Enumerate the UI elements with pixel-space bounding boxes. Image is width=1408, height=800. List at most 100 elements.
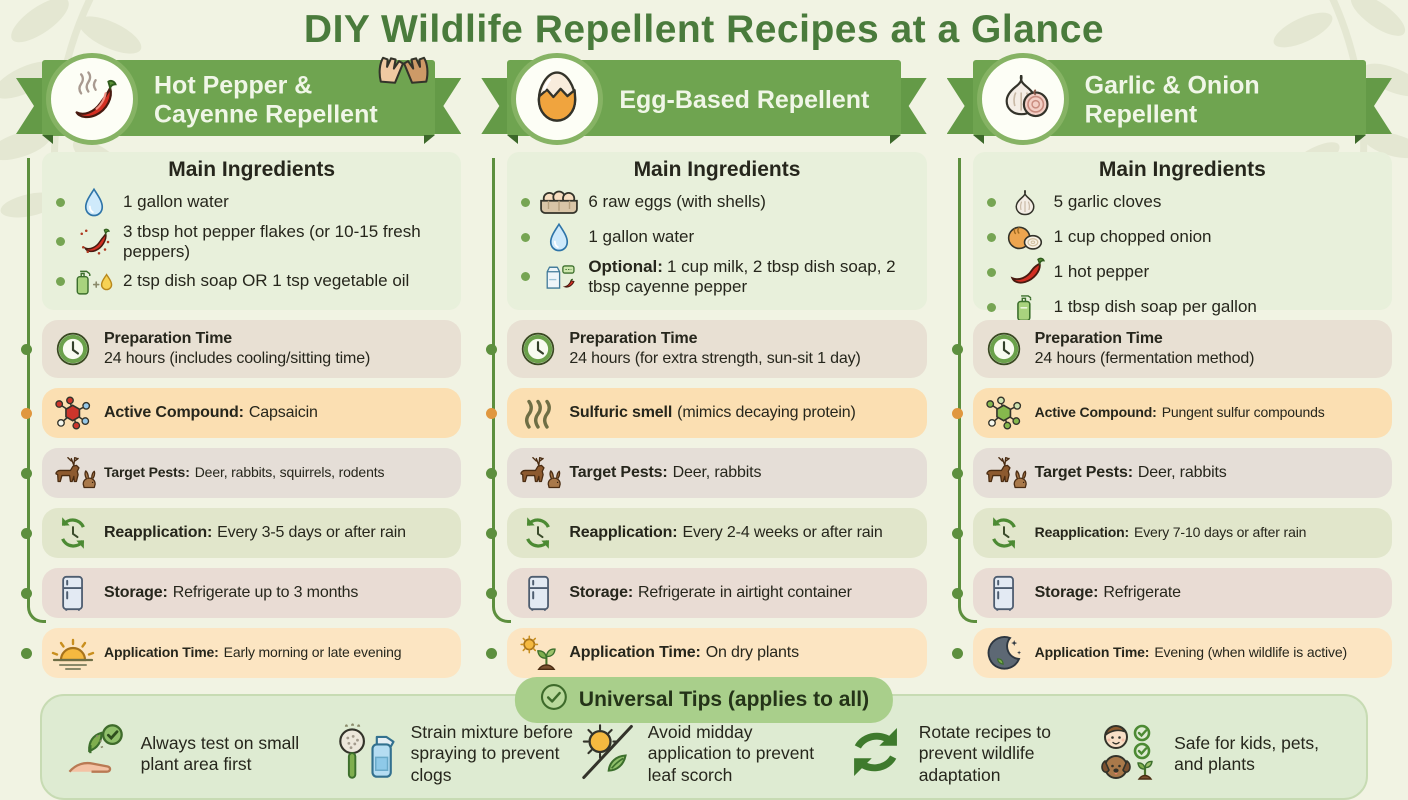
- preparation-time-row: Preparation Time 24 hours (includes cooli…: [20, 320, 462, 378]
- recipe-header-ribbon: Hot Pepper & Cayenne Repellent: [16, 53, 461, 145]
- bullet-icon: [521, 272, 531, 282]
- strainer-spray-icon: [336, 722, 398, 786]
- ingredients-panel: Main Ingredients 1 gallon water 3 tbsp h…: [42, 152, 462, 310]
- fridge-icon: [515, 575, 561, 611]
- ingredients-heading: Main Ingredients: [168, 158, 336, 181]
- active-compound-row: Active Compound: Capsaicin: [20, 388, 462, 438]
- recipe-column-egg-based: Egg-Based Repellent Main Ingredients 6 r…: [477, 53, 930, 678]
- recipe-badge: [976, 53, 1069, 145]
- ingredient-item: 2 tsp dish soap OR 1 tsp vegetable oil: [52, 266, 451, 296]
- bullet-icon: [986, 302, 996, 312]
- fact-text: Target Pests: Deer, rabbits: [1034, 464, 1227, 482]
- recipe-title: Egg-Based Repellent: [619, 85, 870, 114]
- soap-oil-icon: [73, 266, 115, 296]
- universal-tips-badge: Universal Tips (applies to all): [514, 677, 894, 723]
- fact-text: Reapplication: Every 7-10 days or after r…: [1034, 524, 1307, 541]
- steam-icon: [515, 395, 561, 431]
- ingredient-text: 1 cup chopped onion: [1053, 227, 1212, 247]
- tip-rotate-recipes: Rotate recipes to prevent wildlife adapt…: [844, 722, 1096, 786]
- ingredient-item: 6 raw eggs (with shells): [517, 187, 916, 217]
- storage-row: Storage: Refrigerate up to 3 months: [20, 568, 462, 618]
- preparation-time-row: Preparation Time 24 hours (fermentation m…: [951, 320, 1392, 378]
- target-pests-row: Target Pests: Deer, rabbits, squirrels, r…: [20, 448, 462, 498]
- garlic-icon: [1004, 187, 1046, 217]
- storage-row: Storage: Refrigerate in airtight containe…: [486, 568, 927, 618]
- ingredients-panel: Main Ingredients 5 garlic cloves 1 cup c…: [972, 152, 1392, 322]
- sun-plant-icon: [515, 635, 561, 671]
- ingredient-text: Optional: 1 cup milk, 2 tbsp dish soap, 2…: [588, 257, 896, 296]
- ingredient-text: 1 hot pepper: [1053, 262, 1150, 282]
- ingredient-item: 1 tbsp dish soap per gallon: [983, 292, 1382, 322]
- bullet-icon: [986, 267, 996, 277]
- ingredients-panel: Main Ingredients 6 raw eggs (with shells…: [507, 152, 927, 310]
- ingredient-item: Optional: 1 cup milk, 2 tbsp dish soap, 2…: [517, 257, 916, 296]
- reapplication-row: Reapplication: Every 3-5 days or after ra…: [20, 508, 462, 558]
- ingredient-item: 3 tbsp hot pepper flakes (or 10-15 fresh…: [52, 222, 451, 261]
- page-title: DIY Wildlife Repellent Recipes at a Glan…: [303, 8, 1105, 51]
- fact-text: Sulfuric smell (mimics decaying protein): [569, 404, 856, 422]
- ingredient-item: 1 hot pepper: [983, 257, 1382, 287]
- timeline-connector: [27, 158, 46, 623]
- ingredient-text: 2 tsp dish soap OR 1 tsp vegetable oil: [123, 271, 410, 291]
- recipe-badge: [46, 53, 138, 145]
- fact-text: Storage: Refrigerate in airtight containe…: [569, 584, 852, 602]
- soap-bottle-icon: [1004, 292, 1046, 322]
- ingredient-text: 1 gallon water: [123, 192, 229, 212]
- pepper-flakes-icon: [73, 227, 115, 257]
- timeline-connector: [957, 158, 977, 623]
- fact-text: Active Compound: Capsaicin: [104, 404, 318, 422]
- clock-icon: [981, 331, 1027, 367]
- fact-text: Preparation Time 24 hours (fermentation m…: [1034, 330, 1255, 367]
- molecule-icon: [981, 395, 1027, 431]
- fact-text: Reapplication: Every 2-4 weeks or after r…: [569, 524, 883, 542]
- reapplication-row: Reapplication: Every 2-4 weeks or after r…: [486, 508, 927, 558]
- application-time-row: Application Time: On dry plants: [486, 628, 927, 678]
- tip-safe-kids-pets: Safe for kids, pets, and plants: [1100, 723, 1342, 786]
- bullet-icon: [56, 237, 65, 247]
- check-circle-icon: [539, 682, 569, 718]
- fact-text: Active Compound: Pungent sulfur compounds: [1034, 404, 1325, 421]
- egg-carton-icon: [538, 187, 580, 217]
- molecule-icon: [50, 395, 96, 431]
- bullet-icon: [56, 197, 65, 207]
- water-drop-icon: [73, 187, 115, 217]
- timeline-connector: [492, 158, 512, 623]
- fact-text: Target Pests: Deer, rabbits, squirrels, r…: [104, 464, 385, 481]
- recipe-columns: Hot Pepper & Cayenne Repellent Main Ingr…: [0, 53, 1408, 678]
- cycle-clock-icon: [50, 515, 96, 551]
- deer-rabbit-icon: [515, 455, 562, 491]
- chili-steam-icon: [63, 68, 121, 131]
- bullet-icon: [56, 276, 65, 286]
- bullet-icon: [521, 197, 531, 207]
- deer-rabbit-icon: [981, 455, 1027, 491]
- tips-list: Always test on small plant area first St…: [66, 722, 1342, 786]
- ingredient-item: 1 cup chopped onion: [983, 222, 1382, 252]
- recipe-column-garlic-onion: Garlic & Onion Repellent Main Ingredient…: [943, 53, 1396, 678]
- cycle-clock-icon: [515, 515, 561, 551]
- recipe-column-hot-pepper: Hot Pepper & Cayenne Repellent Main Ingr…: [12, 53, 465, 678]
- target-pests-row: Target Pests: Deer, rabbits: [486, 448, 927, 498]
- active-compound-row: Active Compound: Pungent sulfur compounds: [951, 388, 1392, 438]
- deer-rabbit-icon: [50, 455, 96, 491]
- ingredient-item: 1 gallon water: [517, 222, 916, 252]
- clock-icon: [50, 331, 96, 367]
- fact-text: Application Time: Early morning or late e…: [104, 644, 402, 661]
- garlic-onion-icon: [994, 68, 1052, 131]
- ingredient-text: 1 gallon water: [588, 227, 695, 247]
- tip-test-small-area: Always test on small plant area first: [66, 723, 332, 786]
- recipe-header-ribbon: Garlic & Onion Repellent: [947, 53, 1392, 145]
- fridge-icon: [981, 575, 1027, 611]
- ingredient-item: 5 garlic cloves: [983, 187, 1382, 217]
- water-drop-icon: [538, 222, 580, 252]
- recipe-title: Garlic & Onion Repellent: [1084, 71, 1260, 129]
- recipe-header-ribbon: Egg-Based Repellent: [481, 53, 926, 145]
- sunrise-icon: [50, 635, 96, 671]
- recipe-title: Hot Pepper & Cayenne Repellent: [154, 71, 378, 129]
- clock-icon: [515, 331, 561, 367]
- fact-text: Target Pests: Deer, rabbits: [569, 464, 762, 482]
- onion-icon: [1004, 222, 1046, 252]
- chili-icon: [1004, 257, 1046, 287]
- ingredients-heading: Main Ingredients: [1098, 158, 1266, 181]
- moon-icon: [981, 635, 1027, 671]
- universal-tips-heading: Universal Tips (applies to all): [578, 688, 870, 711]
